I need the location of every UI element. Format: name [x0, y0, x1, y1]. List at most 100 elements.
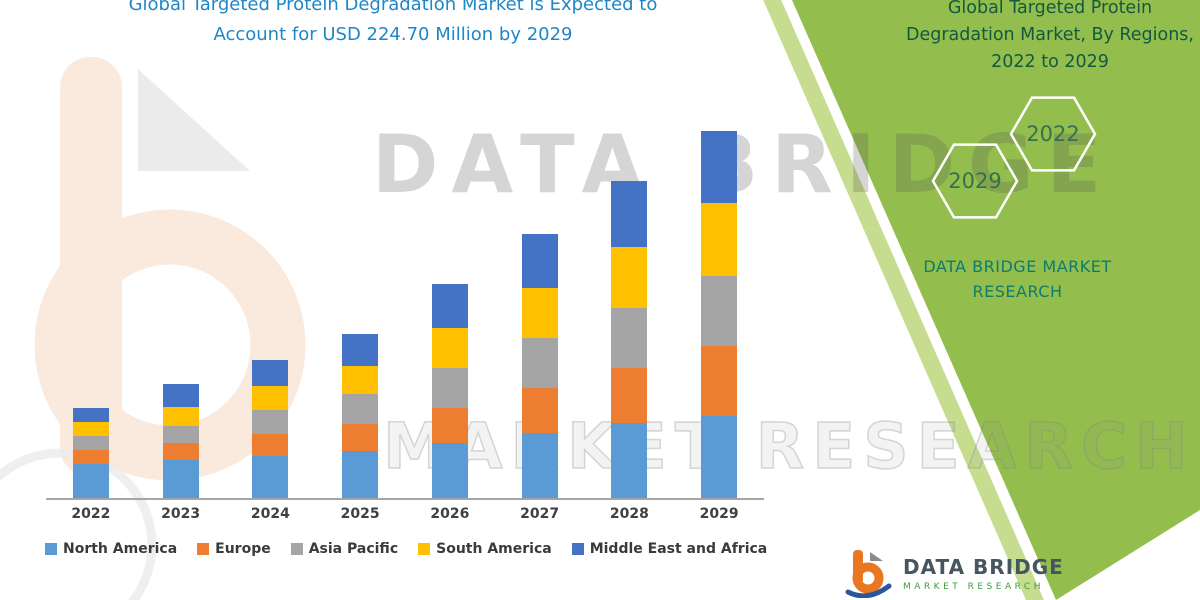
legend-swatch	[197, 543, 210, 555]
bars-container	[46, 121, 764, 498]
legend-item: South America	[418, 541, 552, 557]
bar-segment	[701, 275, 738, 347]
bar-column-2029	[674, 121, 764, 498]
legend-label: North America	[63, 541, 178, 557]
legend-swatch	[290, 543, 303, 555]
bar-segment	[521, 432, 558, 498]
bar-segment	[72, 435, 109, 450]
legend: North America Europe Asia Pacific South Ame…	[45, 541, 767, 557]
legend-label: Asia Pacific	[308, 541, 399, 557]
bar-segment	[521, 234, 558, 289]
legend-item: North America	[45, 541, 177, 557]
bar-segment	[431, 408, 468, 444]
bar-segment	[342, 365, 379, 394]
legend-swatch	[418, 543, 431, 555]
bar-segment	[701, 416, 738, 498]
legend-item: Middle East and Africa	[571, 541, 768, 557]
stacked-bar	[342, 333, 379, 498]
bar-segment	[431, 443, 468, 498]
data-bridge-logo: DATA BRIDGE MARKET RESEARCH	[843, 548, 1064, 598]
bar-segment	[252, 409, 289, 434]
bar-segment	[611, 422, 648, 498]
watermark-ring-icon	[0, 448, 157, 600]
dbmr-wordmark-line1: DATA BRIDGE MARKET	[923, 257, 1112, 276]
bar-column-2022	[46, 121, 136, 498]
bar-segment	[342, 423, 379, 451]
stacked-bar	[701, 131, 738, 498]
stacked-bar	[431, 284, 468, 498]
bar-segment	[72, 449, 109, 464]
logo-name: DATA BRIDGE	[903, 554, 1064, 579]
bar-segment	[611, 247, 648, 308]
bar-segment	[701, 203, 738, 276]
stacked-bar	[252, 360, 289, 498]
legend-label: Europe	[215, 541, 271, 557]
x-axis-labels: 2022 2023 2024 2025 2026 2027 2028 2029	[46, 506, 764, 522]
bar-segment	[252, 433, 289, 456]
bar-segment	[162, 426, 199, 444]
bar-column-2027	[495, 121, 585, 498]
chart-title: Global Targeted Protein Degradation Mark…	[43, 0, 743, 50]
bar-segment	[72, 463, 109, 498]
bar-segment	[521, 387, 558, 433]
bar-segment	[162, 443, 199, 461]
bar-segment	[611, 181, 648, 248]
bar-segment	[72, 408, 109, 423]
logo-subtitle: MARKET RESEARCH	[903, 581, 1044, 592]
dbmr-wordmark-line2: RESEARCH	[972, 282, 1063, 301]
bar-segment	[521, 288, 558, 338]
x-axis-label: 2022	[71, 506, 111, 522]
bar-segment	[342, 333, 379, 366]
bar-segment	[701, 131, 738, 204]
legend-item: Asia Pacific	[290, 541, 399, 557]
plot-area	[46, 121, 764, 500]
year-hexagons: 2029 2022	[931, 96, 1097, 219]
side-panel-title: Global Targeted Protein Degradation Mark…	[905, 0, 1195, 76]
stacked-bar	[611, 181, 648, 498]
dbmr-wordmark: DATA BRIDGE MARKET RESEARCH	[900, 254, 1135, 304]
bar-segment	[162, 460, 199, 498]
bar-segment	[162, 383, 199, 407]
x-axis-label: 2028	[609, 506, 649, 522]
bar-segment	[72, 422, 109, 436]
bar-segment	[611, 368, 648, 423]
chart-title-line2: Account for USD 224.70 Million by 2029	[213, 24, 573, 45]
x-axis-label: 2027	[520, 506, 560, 522]
side-panel-title-line1: Global Targeted Protein	[947, 0, 1153, 18]
legend-label: Middle East and Africa	[589, 541, 768, 557]
bar-segment	[252, 360, 289, 387]
x-axis-label: 2025	[340, 506, 380, 522]
bar-column-2028	[585, 121, 675, 498]
side-panel-title-line3: 2022 to 2029	[991, 52, 1109, 72]
bar-segment	[431, 368, 468, 409]
bar-segment	[162, 406, 199, 427]
bar-segment	[342, 450, 379, 498]
stacked-bar	[162, 383, 199, 498]
data-bridge-logo-icon	[845, 550, 892, 598]
bar-segment	[252, 455, 289, 498]
watermark-market-research-text: MARKET RESEARCH	[382, 409, 1196, 484]
bar-segment	[342, 393, 379, 424]
bar-segment	[431, 284, 468, 329]
side-panel-title-line2: Degradation Market, By Regions,	[906, 25, 1194, 45]
data-bridge-watermark-logo	[34, 57, 306, 481]
bar-segment	[431, 328, 468, 369]
legend-swatch	[571, 543, 584, 555]
hexagon-2029-outline	[931, 143, 1019, 219]
x-axis-label: 2024	[250, 506, 290, 522]
hexagon-2022-outline	[1009, 96, 1097, 172]
bar-segment	[252, 386, 289, 410]
chart-title-line1: Global Targeted Protein Degradation Mark…	[128, 0, 658, 15]
bar-segment	[521, 337, 558, 388]
legend-item: Europe	[197, 541, 271, 557]
legend-label: South America	[436, 541, 552, 557]
bar-column-2023	[136, 121, 226, 498]
legend-swatch	[45, 543, 57, 555]
data-bridge-logo-text: DATA BRIDGE MARKET RESEARCH	[903, 555, 1064, 592]
x-axis-label: 2023	[161, 506, 201, 522]
stacked-bar	[521, 234, 558, 498]
hexagon-year-2029: 2029	[948, 169, 1001, 193]
x-axis-label: 2029	[699, 506, 739, 522]
bar-column-2024	[226, 121, 316, 498]
